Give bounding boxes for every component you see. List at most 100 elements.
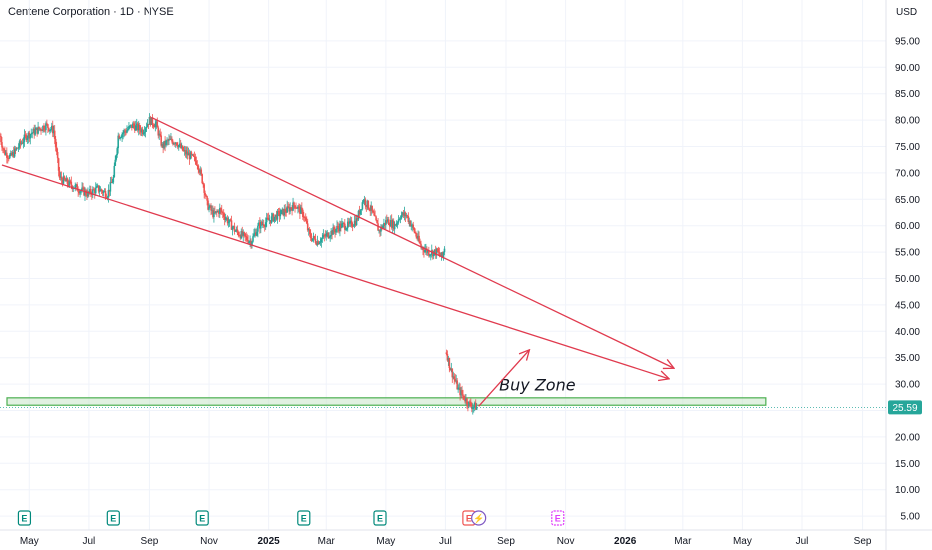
candle-body (25, 135, 28, 140)
candle-body (217, 211, 219, 212)
candle-body (302, 216, 305, 218)
y-tick-label: 60.00 (895, 221, 920, 232)
candle-body (404, 212, 407, 217)
candle-body (44, 129, 46, 131)
y-tick-label: 85.00 (895, 89, 920, 100)
candle-body (274, 214, 277, 217)
candle-body (3, 148, 5, 151)
candle-body (266, 217, 269, 219)
candle-body (149, 116, 152, 125)
candle-body (70, 181, 73, 186)
candle-body (163, 140, 165, 148)
candle-body (412, 224, 415, 228)
candle-body (291, 208, 293, 211)
candle-body (328, 237, 330, 239)
candle-body (147, 123, 150, 125)
candle-body (394, 224, 397, 226)
candle-body (273, 216, 276, 222)
candle-body (366, 200, 369, 207)
candle-body (141, 129, 144, 135)
candle-body (115, 154, 118, 160)
candle-body (168, 139, 170, 141)
candle-body (441, 252, 444, 258)
candle-body (324, 235, 327, 237)
candle-body (109, 181, 112, 192)
candle-body (10, 152, 13, 156)
candle-body (111, 182, 114, 184)
candle-body (227, 221, 230, 224)
candle-body (172, 141, 174, 145)
y-tick-label: 95.00 (895, 36, 920, 47)
candle-body (459, 387, 461, 396)
candle-body (260, 221, 262, 229)
candle-body (167, 140, 169, 142)
candle-body (442, 252, 445, 258)
candle-body (424, 249, 426, 253)
candle-body (236, 229, 239, 232)
buy-zone[interactable]: Buy Zone (6, 375, 767, 406)
candle-body (40, 128, 42, 131)
candle-body (18, 141, 21, 148)
candle-body (53, 130, 56, 139)
buy-zone-rect (6, 397, 767, 406)
candle-body (251, 241, 253, 246)
candle-body (48, 127, 50, 131)
x-tick-label: Nov (557, 536, 575, 547)
candle-body (216, 211, 218, 213)
candle-body (140, 129, 143, 133)
candle-body (416, 236, 418, 239)
candle-body (169, 139, 171, 140)
candle-body (134, 125, 136, 131)
candle-body (166, 140, 168, 142)
trendlines[interactable] (1, 116, 674, 407)
candle-body (255, 232, 257, 236)
y-tick-label: 35.00 (895, 353, 920, 364)
candle-body (245, 236, 247, 237)
candle-body (130, 124, 132, 126)
candle-body (32, 128, 35, 134)
candle-body (126, 130, 128, 133)
candle-body (271, 214, 274, 217)
candle-body (396, 222, 399, 224)
candle-body (367, 200, 370, 209)
candle-body (153, 126, 156, 128)
candle-body (257, 225, 259, 232)
time-axis[interactable]: May Jul Sep Nov 2025 Mar May Jul Sep Nov 2026 Mar Ma… (20, 536, 872, 547)
candle-body (176, 145, 179, 148)
earnings-marker-label: E (199, 514, 205, 524)
candle-body (222, 213, 225, 217)
candle-body (33, 128, 35, 135)
candle-body (393, 224, 396, 230)
candle-body (212, 209, 214, 218)
candle-body (244, 233, 246, 237)
price-axis[interactable]: 95.00 90.00 85.00 80.00 75.00 70.00 65.00 60.00… (888, 36, 922, 523)
x-tick-label: Mar (318, 536, 336, 547)
candle-body (177, 145, 180, 148)
candle-body (354, 220, 357, 226)
candle-body (136, 123, 139, 131)
candle-body (20, 142, 23, 144)
candle-body (313, 236, 316, 239)
candle-body (54, 138, 57, 148)
candle-body (293, 202, 295, 206)
candle-body (152, 124, 155, 127)
candle-body (26, 137, 29, 140)
candle-body (173, 143, 175, 145)
candle-body (345, 228, 348, 230)
candle-body (68, 180, 71, 186)
candle-body (96, 185, 99, 187)
candle-body (456, 380, 458, 390)
candle-body (342, 223, 344, 224)
candle-body (226, 218, 229, 224)
candle-body (470, 403, 472, 407)
candle-body (22, 141, 25, 144)
candle-body (105, 197, 108, 198)
candle-body (43, 125, 45, 130)
candle-body (374, 215, 376, 217)
candle-body (77, 190, 79, 192)
candle-body (423, 249, 425, 253)
candle-body (52, 130, 55, 134)
candle-body (178, 143, 181, 146)
y-tick-label: 20.00 (895, 432, 920, 443)
